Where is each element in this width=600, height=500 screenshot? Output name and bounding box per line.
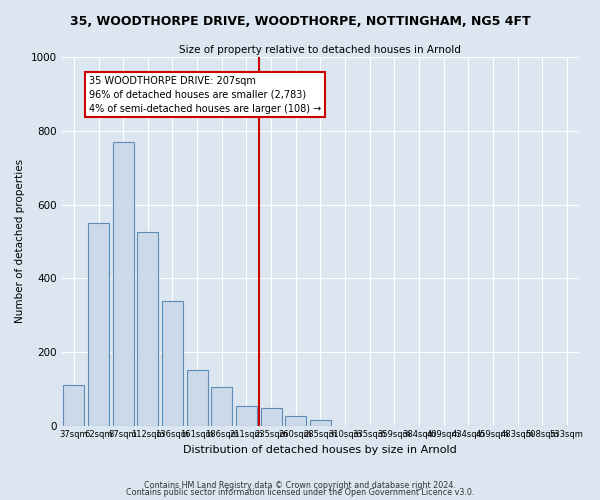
Bar [187, 370, 208, 426]
Bar [113, 142, 134, 426]
Bar [260, 408, 281, 426]
Bar [64, 384, 85, 426]
Text: Contains public sector information licensed under the Open Government Licence v3: Contains public sector information licen… [126, 488, 474, 497]
Bar [211, 387, 232, 426]
Bar [236, 406, 257, 426]
Text: Contains HM Land Registry data © Crown copyright and database right 2024.: Contains HM Land Registry data © Crown c… [144, 480, 456, 490]
Bar [285, 416, 306, 426]
Y-axis label: Number of detached properties: Number of detached properties [15, 160, 25, 324]
Text: 35, WOODTHORPE DRIVE, WOODTHORPE, NOTTINGHAM, NG5 4FT: 35, WOODTHORPE DRIVE, WOODTHORPE, NOTTIN… [70, 15, 530, 28]
Bar [137, 232, 158, 426]
Bar [310, 420, 331, 426]
Text: 35 WOODTHORPE DRIVE: 207sqm
96% of detached houses are smaller (2,783)
4% of sem: 35 WOODTHORPE DRIVE: 207sqm 96% of detac… [89, 76, 321, 114]
Bar [88, 224, 109, 426]
X-axis label: Distribution of detached houses by size in Arnold: Distribution of detached houses by size … [184, 445, 457, 455]
Bar [162, 302, 183, 426]
Title: Size of property relative to detached houses in Arnold: Size of property relative to detached ho… [179, 45, 461, 55]
